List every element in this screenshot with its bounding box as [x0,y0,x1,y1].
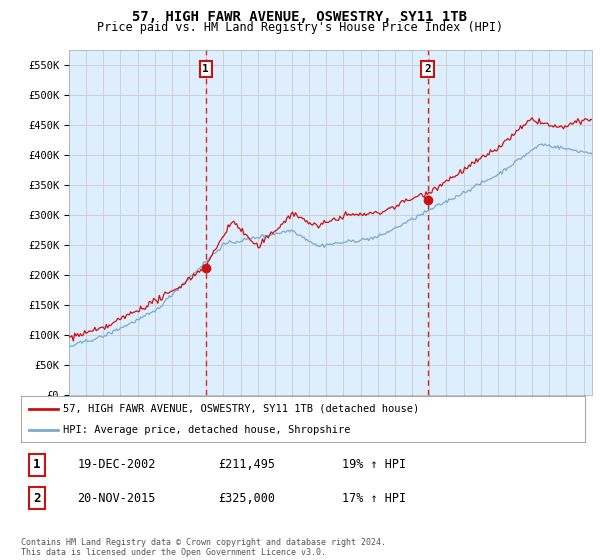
Text: 57, HIGH FAWR AVENUE, OSWESTRY, SY11 1TB: 57, HIGH FAWR AVENUE, OSWESTRY, SY11 1TB [133,10,467,24]
Text: 2: 2 [33,492,41,505]
Text: 19-DEC-2002: 19-DEC-2002 [77,458,156,472]
Text: HPI: Average price, detached house, Shropshire: HPI: Average price, detached house, Shro… [64,425,351,435]
Text: 57, HIGH FAWR AVENUE, OSWESTRY, SY11 1TB (detached house): 57, HIGH FAWR AVENUE, OSWESTRY, SY11 1TB… [64,404,419,414]
Text: £325,000: £325,000 [218,492,275,505]
Text: Price paid vs. HM Land Registry's House Price Index (HPI): Price paid vs. HM Land Registry's House … [97,21,503,34]
Text: 1: 1 [33,458,41,472]
Text: 17% ↑ HPI: 17% ↑ HPI [343,492,407,505]
Text: 1: 1 [202,64,209,74]
Text: 19% ↑ HPI: 19% ↑ HPI [343,458,407,472]
Text: 2: 2 [424,64,431,74]
Text: Contains HM Land Registry data © Crown copyright and database right 2024.
This d: Contains HM Land Registry data © Crown c… [21,538,386,557]
Text: 20-NOV-2015: 20-NOV-2015 [77,492,156,505]
Text: £211,495: £211,495 [218,458,275,472]
